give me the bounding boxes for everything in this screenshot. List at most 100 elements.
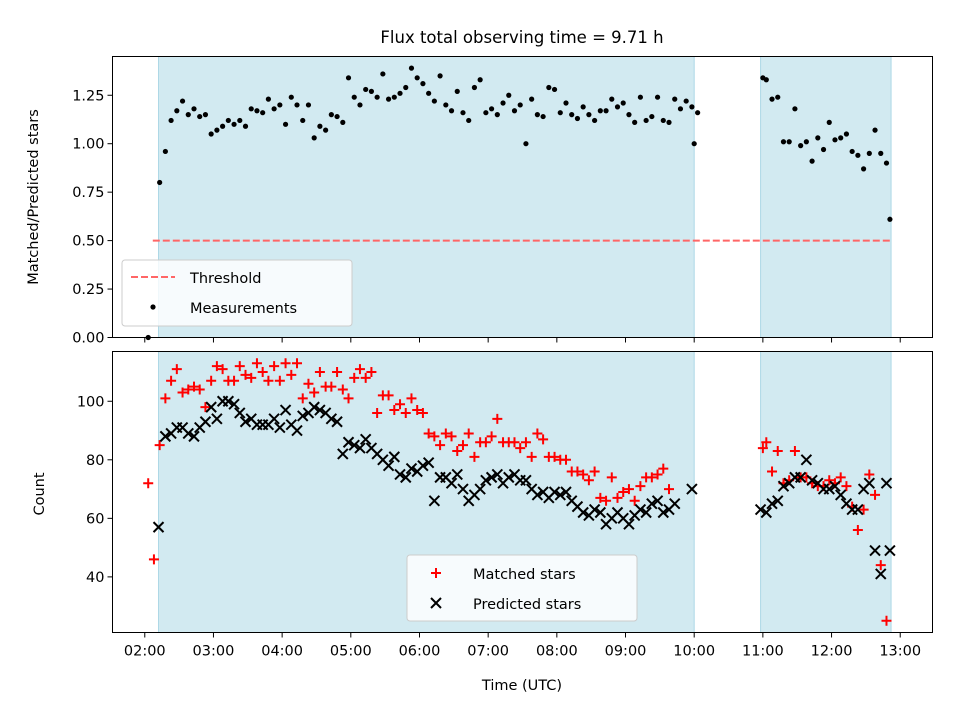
measurement-point — [546, 84, 552, 91]
measurement-point — [592, 117, 598, 124]
measurement-point — [179, 98, 186, 104]
predicted-star-point — [760, 506, 773, 519]
predicted-star-point — [159, 430, 172, 443]
matched-star-point — [246, 372, 257, 383]
predicted-star-point — [852, 503, 864, 516]
predicted-star-point — [331, 416, 343, 428]
measurement-point — [843, 131, 850, 137]
measurement-point — [883, 160, 890, 166]
matched-star-point — [229, 375, 240, 386]
matched-star-point — [423, 428, 434, 439]
measurement-point — [666, 119, 672, 125]
matched-star-point — [269, 361, 280, 372]
matched-star-point — [211, 361, 222, 372]
matched-star-point — [520, 437, 531, 448]
predicted-star-point — [560, 486, 572, 498]
measurement-point — [431, 98, 437, 104]
measurement-point — [197, 113, 203, 120]
x-tick-label: 12:00 — [811, 644, 853, 660]
matched-star-point — [601, 495, 612, 506]
predicted-star-point — [588, 503, 601, 516]
top-y-axis-label: Matched/Predicted stars — [26, 109, 42, 285]
predicted-star-point — [205, 401, 217, 413]
measurement-point — [832, 137, 838, 143]
measurement-point — [849, 148, 855, 155]
matched-star-point — [858, 504, 869, 515]
matched-star-point — [452, 446, 463, 457]
matched-star-point — [332, 366, 343, 377]
measurement-point — [265, 96, 271, 102]
predicted-star-point — [234, 407, 246, 419]
predicted-star-point — [428, 495, 441, 507]
matched-star-point — [595, 492, 606, 503]
matched-star-point — [532, 428, 543, 439]
matched-star-point — [337, 384, 348, 395]
measurement-point — [351, 94, 357, 100]
measurement-point — [443, 102, 449, 108]
x-tick-label: 08:00 — [536, 644, 578, 660]
matched-star-point — [354, 364, 365, 375]
measurement-point — [466, 117, 472, 124]
matched-star-point — [389, 405, 400, 416]
measurement-point — [191, 106, 197, 112]
matched-star-point — [578, 469, 589, 480]
x-tick-label: 06:00 — [399, 644, 441, 660]
shaded-interval — [760, 56, 892, 338]
matched-star-point — [314, 366, 325, 377]
predicted-star-point — [794, 471, 807, 484]
predicted-star-point — [342, 436, 355, 448]
matched-star-point — [875, 560, 886, 571]
bottom-legend-box — [406, 554, 638, 622]
predicted-star-point — [754, 503, 767, 516]
x-tick-label: 13:00 — [879, 644, 921, 660]
measurement-point — [454, 88, 460, 94]
measurement-point — [471, 84, 478, 91]
predicted-star-point — [520, 474, 532, 486]
measurement-point — [803, 139, 809, 145]
figure-title: Flux total observing time = 9.71 h — [380, 28, 663, 47]
measurement-point — [408, 65, 415, 71]
predicted-star-point — [457, 483, 469, 495]
predicted-star-point — [880, 477, 893, 489]
measurement-point — [426, 90, 432, 96]
matched-star-point — [297, 393, 308, 404]
matched-star-point — [509, 437, 520, 448]
predicted-star-point — [394, 468, 406, 481]
predicted-star-point — [657, 506, 669, 519]
measurement-point — [248, 106, 254, 112]
predicted-star-point — [634, 503, 647, 516]
matched-star-point — [572, 466, 583, 477]
matched-star-point — [263, 375, 274, 386]
legend-measurements-swatch — [150, 304, 156, 310]
measurement-point — [529, 96, 535, 102]
legend-matched-swatch — [431, 568, 441, 578]
matched-star-point — [606, 472, 617, 483]
predicted-star-point — [503, 471, 515, 484]
top-y-ticks: 0.00 0.25 0.50 0.75 1.00 1.25 — [72, 88, 113, 347]
matched-star-point — [400, 407, 411, 418]
measurement-point — [254, 108, 260, 114]
matched-star-point — [360, 372, 371, 383]
matched-star-point — [612, 492, 623, 503]
measurement-point — [242, 123, 249, 129]
measurement-point — [551, 86, 558, 93]
measurement-point — [660, 117, 666, 124]
measurement-point — [311, 135, 317, 141]
predicted-star-point — [554, 489, 566, 501]
measurement-point — [798, 143, 804, 149]
measurement-point — [168, 117, 174, 124]
measurement-point — [672, 96, 678, 102]
matched-star-point — [664, 484, 675, 495]
measurement-point — [683, 98, 689, 104]
measurement-point — [838, 135, 844, 141]
predicted-star-point — [640, 506, 652, 519]
y-tick-label: 100 — [77, 394, 105, 410]
matched-star-point — [767, 466, 778, 477]
measurement-point — [540, 113, 546, 120]
measurement-point — [231, 121, 237, 127]
measurement-point — [305, 102, 312, 108]
bottom-legend: Matched stars Predicted stars — [406, 554, 638, 622]
matched-star-point — [515, 443, 526, 454]
y-tick-label: 1.25 — [72, 88, 104, 104]
measurement-point — [637, 94, 643, 100]
